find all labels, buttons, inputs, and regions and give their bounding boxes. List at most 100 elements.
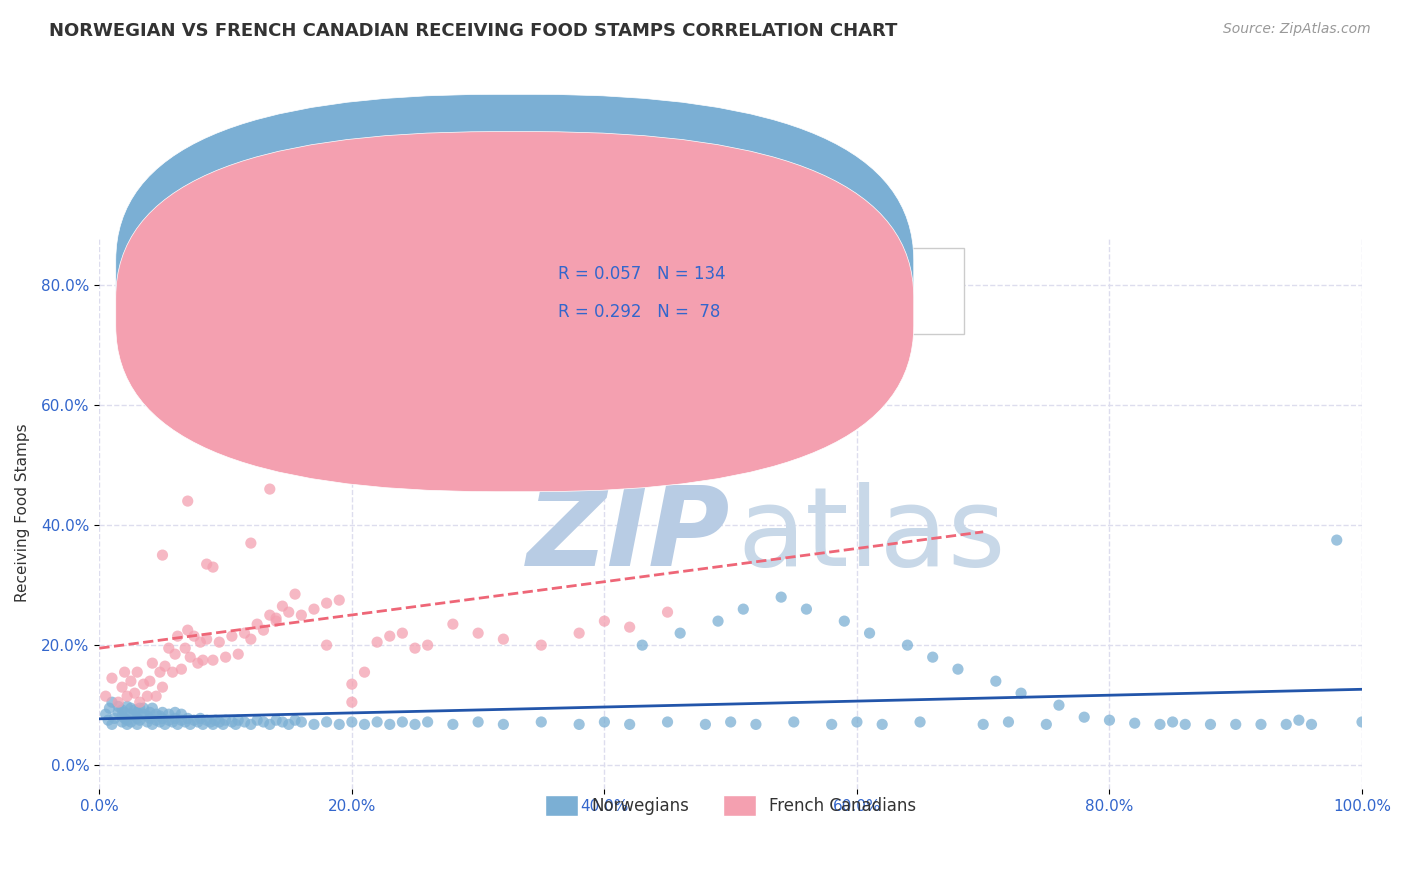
Point <box>149 714 172 729</box>
Point <box>1010 686 1032 700</box>
Point <box>221 714 243 729</box>
Point <box>271 599 294 614</box>
Point <box>157 707 180 722</box>
Point <box>191 717 214 731</box>
Point <box>315 596 337 610</box>
Point <box>972 717 994 731</box>
Point <box>114 665 136 680</box>
Point <box>259 482 281 496</box>
Text: R = 0.057   N = 134: R = 0.057 N = 134 <box>558 266 725 284</box>
Point <box>128 695 150 709</box>
Point <box>166 629 188 643</box>
Point <box>174 641 197 656</box>
Point <box>107 699 129 714</box>
Point <box>165 711 187 725</box>
Point <box>908 714 931 729</box>
Point <box>657 605 679 619</box>
Point <box>277 434 299 448</box>
Point <box>174 714 197 729</box>
Point <box>391 626 413 640</box>
Point <box>340 695 363 709</box>
Point <box>127 706 149 720</box>
Point <box>1275 717 1298 731</box>
Point <box>149 709 172 723</box>
Point <box>141 717 163 731</box>
Point <box>302 602 325 616</box>
Point <box>284 713 307 727</box>
Point <box>946 662 969 676</box>
Point <box>1123 716 1146 731</box>
Point <box>366 635 388 649</box>
Point <box>188 635 211 649</box>
Legend: Norwegians, French Canadians: Norwegians, French Canadians <box>538 789 924 822</box>
Point <box>145 713 167 727</box>
Text: R = 0.292   N =  78: R = 0.292 N = 78 <box>558 302 720 320</box>
Point <box>259 608 281 623</box>
Point <box>921 650 943 665</box>
Point <box>378 717 401 731</box>
Point <box>170 713 193 727</box>
Point <box>201 717 224 731</box>
Point <box>1047 698 1070 713</box>
Point <box>1351 714 1374 729</box>
Point <box>165 706 187 720</box>
Point <box>404 717 426 731</box>
Text: NORWEGIAN VS FRENCH CANADIAN RECEIVING FOOD STAMPS CORRELATION CHART: NORWEGIAN VS FRENCH CANADIAN RECEIVING F… <box>49 22 897 40</box>
Point <box>141 656 163 670</box>
Point <box>568 626 591 640</box>
Y-axis label: Receiving Food Stamps: Receiving Food Stamps <box>15 424 30 602</box>
Point <box>870 717 893 731</box>
Point <box>187 714 209 729</box>
Point <box>821 717 844 731</box>
Point <box>128 701 150 715</box>
Point <box>94 707 117 722</box>
Point <box>115 699 138 714</box>
Point <box>94 689 117 703</box>
Point <box>115 717 138 731</box>
Point <box>149 665 172 680</box>
Point <box>124 686 146 700</box>
Point <box>183 713 205 727</box>
Point <box>139 674 162 689</box>
Point <box>391 714 413 729</box>
Point <box>183 629 205 643</box>
Point <box>302 717 325 731</box>
Point <box>619 717 641 731</box>
Point <box>845 714 868 729</box>
Point <box>136 689 159 703</box>
Point <box>783 714 806 729</box>
Point <box>568 717 591 731</box>
Point <box>1326 533 1348 547</box>
Point <box>115 689 138 703</box>
Point <box>188 711 211 725</box>
Point <box>139 706 162 720</box>
Point <box>366 714 388 729</box>
Point <box>1225 717 1247 731</box>
Point <box>720 714 742 729</box>
Point <box>212 717 235 731</box>
Point <box>179 717 201 731</box>
Point <box>157 713 180 727</box>
Point <box>1098 713 1121 727</box>
Point <box>328 593 350 607</box>
Point <box>328 717 350 731</box>
Point <box>1199 717 1222 731</box>
Point <box>101 717 124 731</box>
Point <box>259 717 281 731</box>
Point <box>593 614 616 628</box>
Point <box>201 653 224 667</box>
Point <box>127 717 149 731</box>
Point <box>770 590 793 604</box>
Point <box>796 602 818 616</box>
Point <box>136 714 159 729</box>
Point <box>214 713 236 727</box>
Point <box>315 638 337 652</box>
Point <box>441 617 464 632</box>
Point <box>136 709 159 723</box>
Point <box>139 380 162 394</box>
Point <box>246 713 269 727</box>
Point <box>120 714 142 729</box>
Point <box>208 428 231 442</box>
Point <box>98 701 121 715</box>
Point <box>208 635 231 649</box>
